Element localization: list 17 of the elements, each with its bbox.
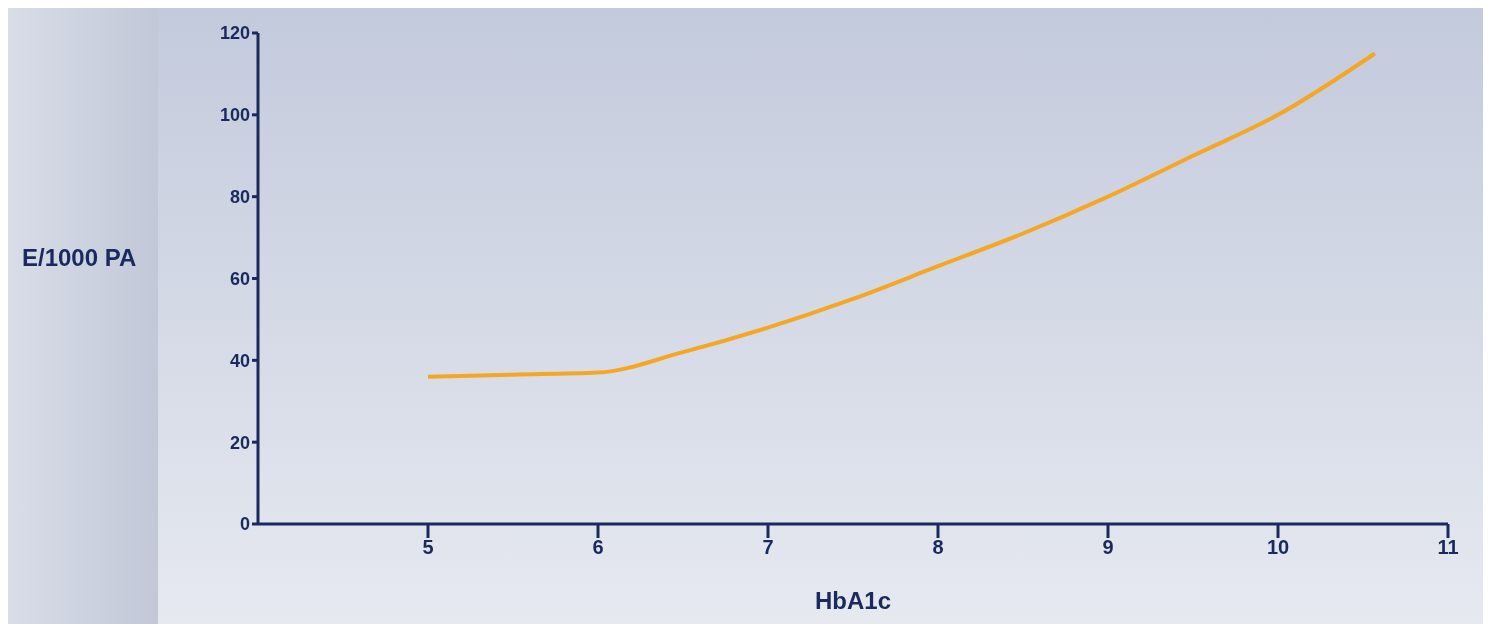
x-tick-label: 8 [932,536,944,559]
x-tick-label: 5 [422,536,434,559]
x-tick-label: 10 [1266,536,1290,559]
x-tick-label: 7 [762,536,774,559]
x-tick-label: 11 [1437,536,1459,559]
y-tick-label: 40 [229,350,250,371]
y-tick-label: 120 [219,23,250,44]
x-axis-title: HbA1c [814,587,892,614]
y-tick-label: 100 [219,105,250,126]
y-tick-label: 80 [229,187,250,208]
y-axis-title: E/1000 PA [22,244,137,272]
x-tick-label: 9 [1102,536,1114,559]
line-series [426,51,1377,379]
y-tick-label: 20 [229,432,250,453]
y-tick-label: 0 [239,514,250,535]
x-tick-label: 6 [592,536,604,559]
y-tick-label: 60 [229,268,250,289]
